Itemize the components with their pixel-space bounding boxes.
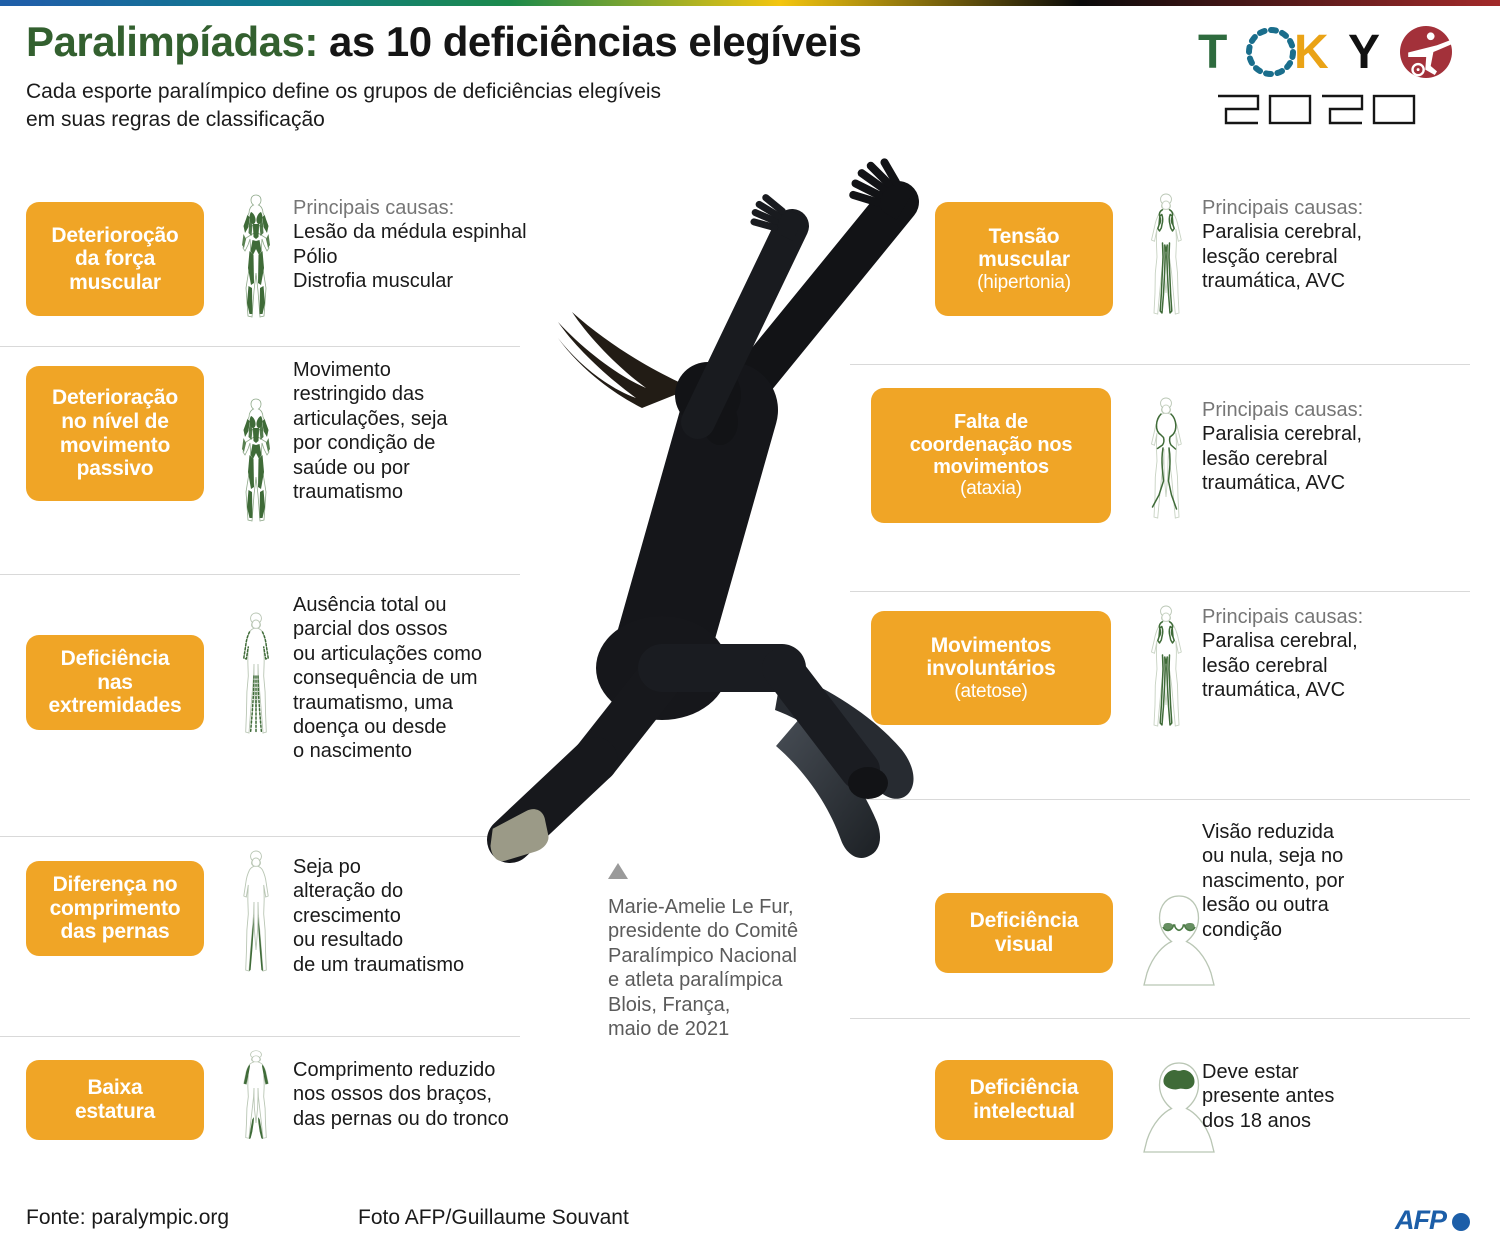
svg-text:Y: Y: [1348, 26, 1380, 79]
svg-text:K: K: [1294, 26, 1329, 79]
svg-text:T: T: [1198, 26, 1227, 79]
